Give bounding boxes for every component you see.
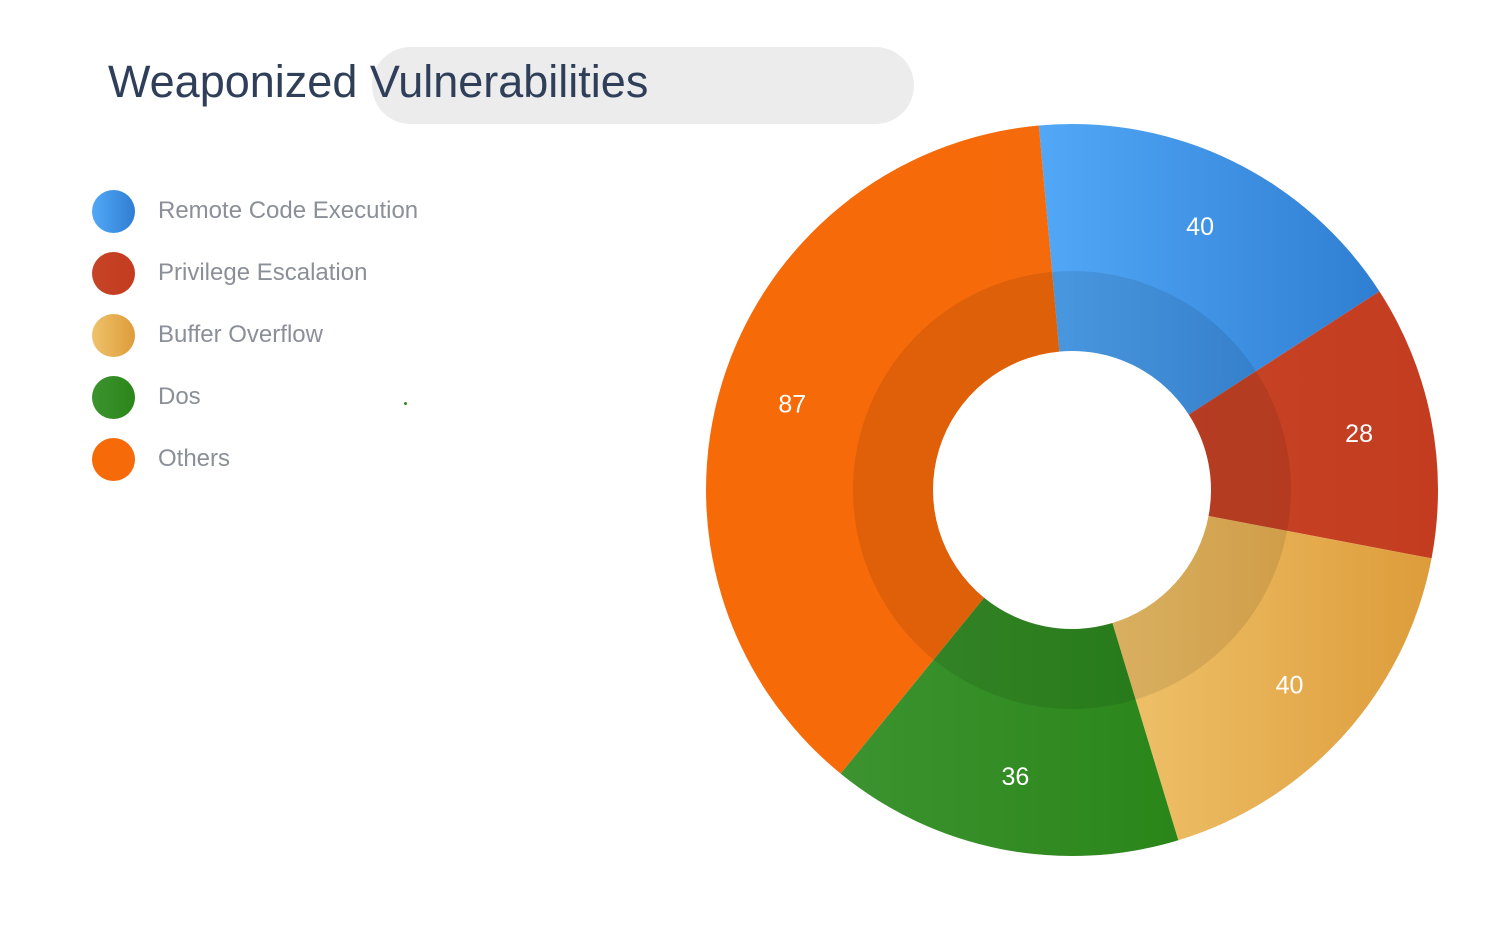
data-label-buffer-overflow: 40 bbox=[1276, 672, 1304, 700]
legend-label: Others bbox=[158, 445, 231, 472]
donut-inner-ring-shade bbox=[1188, 371, 1291, 531]
legend-swatch bbox=[92, 376, 135, 419]
donut-slice-dos[interactable] bbox=[840, 597, 1179, 856]
legend-label: Privilege Escalation bbox=[158, 259, 368, 286]
data-label-privilege-escalation: 28 bbox=[1345, 420, 1373, 448]
legend-item-privilege-escalation[interactable]: Privilege Escalation bbox=[92, 252, 512, 314]
legend-swatch bbox=[92, 190, 135, 233]
legend-swatch bbox=[92, 438, 135, 481]
chart-title: Weaponized Vulnerabilities bbox=[108, 56, 649, 107]
legend-label: Remote Code Execution bbox=[158, 197, 419, 224]
legend-label: Dos bbox=[158, 383, 201, 410]
legend: Remote Code Execution Privilege Escalati… bbox=[92, 190, 512, 500]
data-label-dos: 36 bbox=[1001, 763, 1029, 791]
legend-swatch bbox=[92, 252, 135, 295]
donut-inner-ring-shade bbox=[933, 597, 1136, 709]
donut-slice-buffer-overflow[interactable] bbox=[1112, 515, 1432, 841]
donut-slice-privilege-escalation[interactable] bbox=[1188, 291, 1438, 559]
legend-item-dos[interactable]: Dos bbox=[92, 376, 512, 438]
legend-item-others[interactable]: Others bbox=[92, 438, 512, 500]
legend-swatch bbox=[92, 314, 135, 357]
donut-inner-ring-shade bbox=[852, 271, 1060, 660]
data-label-remote-code-execution: 40 bbox=[1186, 213, 1214, 241]
legend-label: Buffer Overflow bbox=[158, 321, 323, 348]
stray-dot bbox=[404, 402, 407, 405]
title-highlight bbox=[372, 47, 914, 124]
data-label-others: 87 bbox=[778, 390, 806, 418]
legend-item-remote-code-execution[interactable]: Remote Code Execution bbox=[92, 190, 512, 252]
donut-slice-others[interactable] bbox=[706, 125, 1060, 774]
donut-slice-remote-code-execution[interactable] bbox=[1038, 124, 1380, 415]
donut-inner-ring-shade bbox=[1052, 271, 1256, 415]
legend-item-buffer-overflow[interactable]: Buffer Overflow bbox=[92, 314, 512, 376]
donut-inner-ring-shade bbox=[1112, 515, 1288, 700]
